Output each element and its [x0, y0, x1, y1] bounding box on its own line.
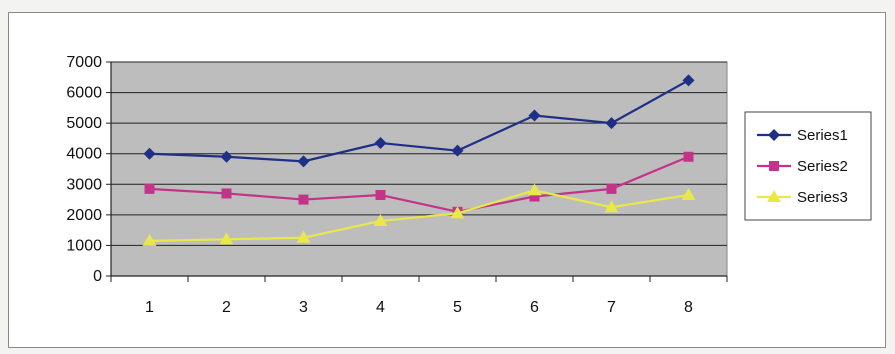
- legend-label: Series3: [797, 189, 848, 206]
- y-tick-label: 2000: [66, 207, 102, 224]
- legend-item: Series1: [757, 127, 848, 144]
- data-point: [374, 137, 387, 150]
- y-tick-label: 5000: [66, 115, 102, 132]
- data-point: [529, 191, 540, 202]
- series-line: [149, 155, 689, 213]
- plot-background: [110, 61, 728, 277]
- series-layer: [142, 74, 696, 246]
- data-point: [606, 183, 617, 194]
- data-point: [219, 232, 234, 245]
- data-point: [220, 150, 233, 163]
- y-tick-label: 3000: [66, 176, 102, 193]
- data-point: [528, 109, 541, 122]
- x-tick-label: 1: [145, 299, 154, 316]
- data-point: [298, 194, 309, 205]
- data-point: [681, 187, 696, 200]
- series-1: [143, 74, 695, 168]
- legend-item: Series2: [757, 158, 848, 175]
- legend-marker: [767, 190, 781, 202]
- data-point: [221, 188, 232, 199]
- y-tick-label: 6000: [66, 85, 102, 102]
- y-tick-label: 0: [93, 268, 102, 285]
- legend-marker: [768, 129, 780, 141]
- legend-label: Series1: [797, 127, 848, 144]
- y-tick-label: 7000: [66, 54, 102, 71]
- data-point: [143, 147, 156, 160]
- data-point: [527, 183, 542, 196]
- plot-area: [110, 61, 728, 277]
- data-point: [682, 74, 695, 87]
- x-tick-label: 4: [376, 299, 385, 316]
- x-tick-label: 3: [299, 299, 308, 316]
- series-line: [149, 79, 690, 163]
- series-3: [142, 183, 696, 246]
- data-point: [683, 151, 694, 162]
- y-tick-label: 4000: [66, 146, 102, 163]
- data-point: [297, 155, 310, 168]
- data-point: [605, 117, 618, 130]
- x-tick-label: 5: [453, 299, 462, 316]
- legend: Series1 Series2 Series3: [744, 111, 872, 221]
- data-point: [450, 206, 465, 219]
- x-tick-label: 2: [222, 299, 231, 316]
- data-point: [373, 213, 388, 226]
- data-point: [375, 189, 386, 200]
- x-tick-label: 7: [607, 299, 616, 316]
- legend-label: Series2: [797, 158, 848, 175]
- data-point: [144, 183, 155, 194]
- legend-marker: [769, 161, 779, 171]
- legend-item: Series3: [757, 189, 848, 206]
- line-chart: 0 1000 2000 3000 4000 5000 6000 7000 1 2 3 4 5 6 7 8 Se…: [66, 54, 872, 316]
- series-line: [149, 189, 689, 242]
- data-point: [296, 230, 311, 243]
- chart-frame: 0 1000 2000 3000 4000 5000 6000 7000 1 2 3 4 5 6 7 8 Se…: [8, 12, 886, 348]
- x-tick-label: 8: [684, 299, 693, 316]
- data-point: [604, 200, 619, 213]
- axes: 0 1000 2000 3000 4000 5000 6000 7000 1 2 3 4 5 6 7 8: [66, 54, 728, 316]
- data-point: [451, 144, 464, 157]
- y-tick-label: 1000: [66, 237, 102, 254]
- x-tick-label: 6: [530, 299, 539, 316]
- data-point: [142, 233, 157, 246]
